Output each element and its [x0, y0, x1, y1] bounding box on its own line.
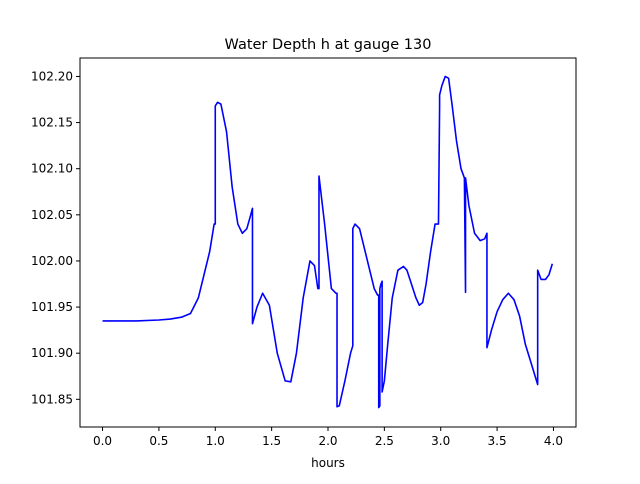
x-tick-label: 3.5: [488, 434, 507, 448]
x-tick-label: 0.5: [149, 434, 168, 448]
axes-frame: [79, 57, 577, 428]
x-tick-label: 4.0: [544, 434, 563, 448]
y-tick-label: 102.05: [31, 208, 73, 222]
x-tick-label: 2.0: [318, 434, 337, 448]
chart-title: Water Depth h at gauge 130: [225, 37, 432, 53]
y-tick-label: 101.90: [31, 346, 73, 360]
x-tick-label: 1.0: [206, 434, 225, 448]
y-tick-label: 102.10: [31, 162, 73, 176]
x-tick-label: 1.5: [262, 434, 281, 448]
y-tick-label: 101.85: [31, 392, 73, 406]
plot-area: [102, 75, 554, 409]
y-tick-label: 102.00: [31, 254, 73, 268]
y-tick-label: 101.95: [31, 300, 73, 314]
x-tick-label: 2.5: [375, 434, 394, 448]
x-axis: 0.0 0.5 1.0 1.5 2.0 2.5 3.0 3.5 4.0: [93, 427, 563, 448]
y-tick-label: 102.20: [31, 69, 73, 83]
x-tick-label: 3.0: [431, 434, 450, 448]
x-axis-label: hours: [311, 456, 345, 470]
y-tick-label: 102.15: [31, 116, 73, 130]
y-axis: 101.85 101.90 101.95 102.00 102.05 102.10 102.…: [31, 69, 80, 406]
series-line-0: [102, 75, 554, 409]
x-tick-label: 0.0: [93, 434, 112, 448]
